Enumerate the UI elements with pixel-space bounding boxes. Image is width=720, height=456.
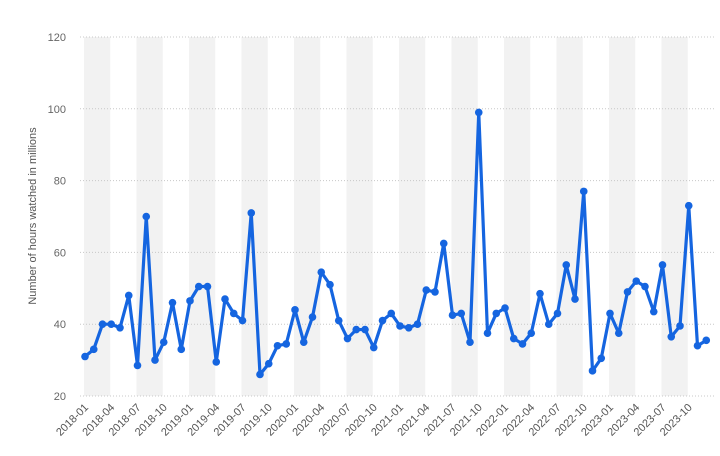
data-point xyxy=(264,359,273,368)
data-point xyxy=(641,282,649,291)
background-band xyxy=(504,37,531,396)
data-point xyxy=(378,316,387,325)
data-point xyxy=(474,108,483,117)
data-point xyxy=(571,295,579,303)
data-point xyxy=(492,309,501,318)
data-point xyxy=(177,345,186,354)
data-point xyxy=(361,325,369,334)
background-band xyxy=(189,37,216,396)
data-point xyxy=(509,334,518,343)
data-point xyxy=(89,345,98,354)
data-point xyxy=(124,291,133,300)
data-point xyxy=(369,343,378,352)
data-point xyxy=(247,209,256,217)
data-point xyxy=(317,268,326,276)
data-point xyxy=(299,338,308,346)
data-point xyxy=(658,261,667,269)
x-axis-ticks: 2018-012018-042018-072018-102019-012019-… xyxy=(54,402,695,439)
data-point xyxy=(553,309,562,318)
background-band xyxy=(399,37,426,396)
data-point xyxy=(702,336,711,345)
data-point xyxy=(308,313,317,321)
data-point xyxy=(334,316,343,325)
data-point xyxy=(142,212,151,221)
data-point xyxy=(194,282,203,291)
data-point xyxy=(536,289,544,298)
background-band xyxy=(241,37,268,396)
data-point xyxy=(667,332,676,341)
data-point xyxy=(457,309,466,318)
data-point xyxy=(518,340,527,348)
data-point xyxy=(439,239,448,248)
data-point xyxy=(676,322,684,330)
data-point xyxy=(483,329,492,337)
data-point xyxy=(282,340,291,348)
y-tick-label: 120 xyxy=(48,32,66,44)
y-tick-label: 80 xyxy=(54,176,66,188)
data-point xyxy=(544,320,553,329)
data-point xyxy=(238,316,247,325)
data-point xyxy=(562,261,571,269)
y-axis-ticks: 20 40 60 80 100 120 xyxy=(48,32,66,403)
data-point xyxy=(404,323,413,332)
background-band xyxy=(556,37,583,396)
data-point xyxy=(291,306,299,314)
data-point xyxy=(413,320,422,329)
background-band xyxy=(609,37,636,396)
data-point xyxy=(159,338,168,346)
data-point xyxy=(387,309,396,318)
series-line-path xyxy=(83,110,708,377)
background-band xyxy=(346,37,373,396)
data-point xyxy=(396,322,404,330)
data-point xyxy=(448,311,457,320)
data-point xyxy=(632,277,641,285)
data-point xyxy=(343,334,352,343)
data-point xyxy=(256,370,264,379)
data-point xyxy=(151,356,159,364)
background-bands xyxy=(84,37,688,396)
data-point xyxy=(229,309,238,318)
data-point xyxy=(273,341,282,350)
data-point xyxy=(431,288,439,296)
data-point xyxy=(212,358,221,366)
data-point xyxy=(579,187,588,196)
data-point xyxy=(606,309,614,318)
y-tick-label: 40 xyxy=(54,319,66,331)
data-point xyxy=(649,307,658,316)
data-point xyxy=(466,338,474,346)
data-point xyxy=(221,295,229,303)
y-tick-label: 60 xyxy=(54,247,66,259)
data-point xyxy=(422,286,431,294)
series-line xyxy=(83,110,708,377)
data-point xyxy=(614,329,623,337)
data-point xyxy=(168,298,177,307)
y-axis-label: Number of hours watched in millions xyxy=(27,127,39,305)
data-point xyxy=(597,354,606,363)
data-point xyxy=(684,201,693,210)
data-point xyxy=(527,329,536,337)
background-band xyxy=(661,37,688,396)
data-point xyxy=(98,320,107,329)
data-point xyxy=(133,361,142,370)
data-point xyxy=(81,352,89,361)
data-point xyxy=(107,320,116,329)
data-point xyxy=(501,304,509,312)
data-point xyxy=(186,297,194,305)
series-points xyxy=(81,108,711,379)
data-point xyxy=(116,323,124,332)
data-point xyxy=(588,367,597,375)
data-point xyxy=(326,280,334,289)
y-tick-label: 100 xyxy=(48,104,66,116)
y-tick-label: 20 xyxy=(54,391,66,403)
data-point xyxy=(693,341,702,350)
data-point xyxy=(623,288,632,296)
data-point xyxy=(203,282,212,291)
data-point xyxy=(352,325,361,334)
